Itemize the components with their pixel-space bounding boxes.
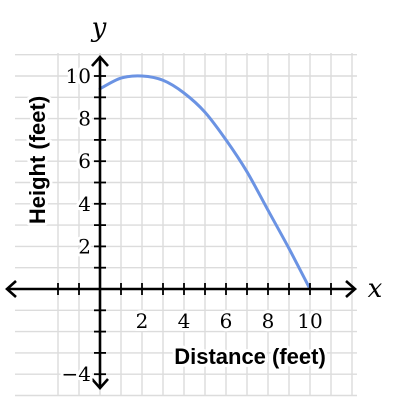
y-axis-variable: y [91, 13, 107, 43]
y-tick-label: 2 [78, 234, 91, 258]
y-tick-label: 4 [78, 192, 91, 216]
x-axis-title: Distance (feet) [174, 344, 326, 369]
x-tick-label: 10 [297, 309, 322, 333]
curve-layer [98, 74, 312, 291]
axes [5, 55, 357, 390]
x-tick-label: 8 [262, 309, 275, 333]
ticks [57, 75, 332, 376]
grid [15, 53, 357, 397]
data-curve-0 [98, 74, 312, 291]
y-axis-title: Height (feet) [25, 96, 50, 224]
x-axis-arrow-right [345, 280, 357, 298]
y-axis-arrow-down [91, 378, 109, 390]
x-tick-label: 4 [178, 309, 191, 333]
x-axis-arrow-left [5, 280, 17, 298]
y-tick-label: 8 [78, 107, 91, 131]
y-axis-arrow-up [91, 55, 109, 67]
x-axis-variable: x [368, 274, 383, 304]
labels: x y Distance (feet) Height (feet) 2 4 6 8 10… [22, 13, 383, 389]
y-tick-label: 6 [78, 149, 91, 173]
y-tick-label: 10 [66, 64, 91, 88]
y-tick-label: −4 [62, 362, 91, 386]
x-tick-label: 2 [136, 309, 149, 333]
x-tick-label: 6 [220, 309, 233, 333]
